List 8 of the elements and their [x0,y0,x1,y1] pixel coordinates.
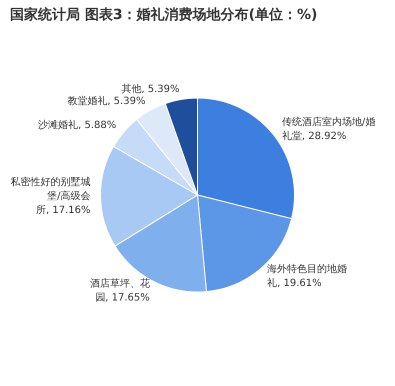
slice-label: 海外特色目的地婚礼, 19.61% [267,262,348,289]
slice-label: 其他, 5.39% [121,83,180,96]
slice-label: 私密性好的别墅城堡/高级会所, 17.16% [10,176,91,216]
chart-title: 国家统计局 图表3：婚礼消费场地分布(单位：%) [9,6,318,24]
slice-label: 酒店草坪、花园, 17.65% [90,277,150,304]
slice-label: 教堂婚礼, 5.39% [67,95,146,108]
slice-label: 沙滩婚礼, 5.88% [38,118,116,131]
slice-label: 传统酒店室内场地/婚礼堂, 28.92% [282,116,376,142]
